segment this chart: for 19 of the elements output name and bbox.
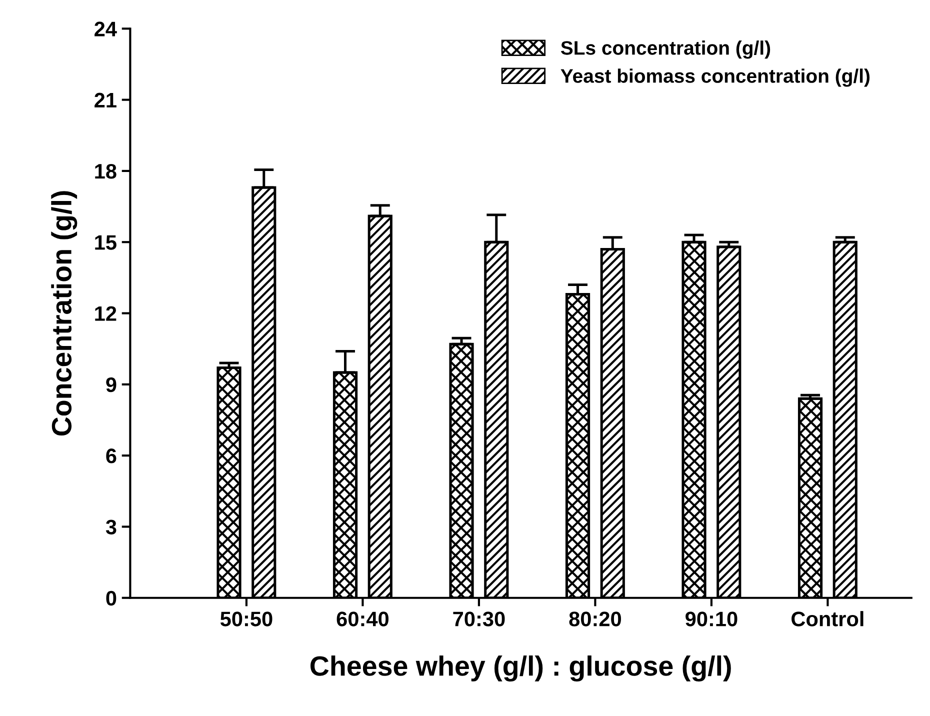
x-tick-label: 90:10 — [686, 612, 738, 626]
y-tick-label: 15 — [95, 235, 116, 250]
legend-label: Yeast biomass concentration (g/l) — [560, 68, 870, 87]
x-tick-label: 60:40 — [336, 612, 388, 626]
x-tick-label: 80:20 — [569, 612, 621, 626]
x-tick-label: Control — [792, 611, 864, 626]
y-tick-label: 21 — [94, 92, 116, 108]
y-tick-label: 0 — [106, 590, 116, 606]
y-tick-label: 24 — [94, 22, 117, 36]
y-axis-title: Concentration (g/l) — [51, 191, 78, 436]
x-tick-label: 50:50 — [220, 612, 272, 626]
y-tick-label: 3 — [106, 520, 116, 534]
y-tick-label: 6 — [106, 448, 116, 464]
x-tick-label: 70:30 — [453, 612, 505, 626]
x-axis-title: Cheese whey (g/l) : glucose (g/l) — [310, 655, 731, 682]
y-tick-label: 12 — [95, 306, 116, 321]
legend-label: SLs concentration (g/l) — [560, 40, 770, 59]
y-tick-label: 9 — [106, 377, 116, 392]
y-tick-label: 18 — [95, 164, 116, 179]
